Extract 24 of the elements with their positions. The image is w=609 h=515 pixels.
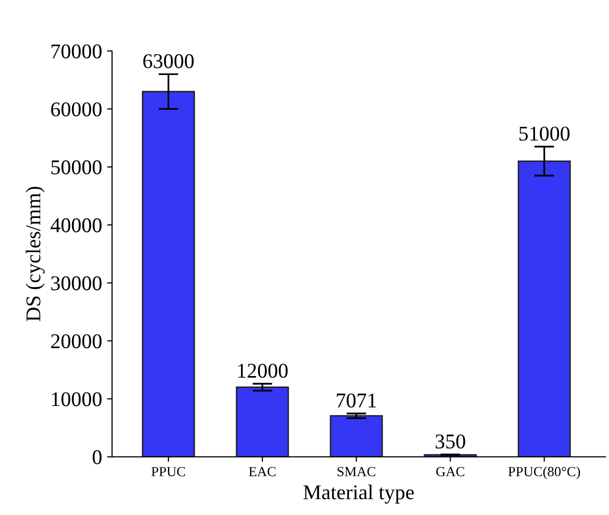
bar: [518, 160, 571, 457]
y-tick-label: 60000: [51, 102, 102, 116]
bar: [236, 386, 289, 457]
y-tick-label: 0: [92, 450, 102, 464]
y-tick-label: 50000: [51, 160, 102, 174]
data-label: 7071: [336, 393, 376, 408]
data-label: 12000: [238, 364, 288, 378]
y-axis-title: DS (cycles/mm): [26, 186, 45, 322]
x-axis-title: Material type: [303, 484, 414, 504]
x-tick-label: GAC: [436, 466, 464, 476]
bar: [330, 415, 383, 457]
y-tick-label: 20000: [51, 334, 102, 348]
data-label: 63000: [143, 54, 194, 68]
y-tick-label: 30000: [51, 276, 102, 290]
x-tick-label: PPUC(80°C): [508, 466, 580, 480]
y-tick-label: 70000: [52, 44, 102, 58]
data-label: 350: [436, 434, 466, 449]
y-tick-label: 40000: [50, 218, 102, 232]
x-tick-label: PPUC: [151, 466, 186, 476]
bar: [142, 90, 195, 457]
x-tick-label: EAC: [248, 466, 276, 476]
x-tick-label: SMAC: [338, 466, 376, 476]
y-tick-label: 10000: [52, 392, 102, 406]
data-label: 51000: [519, 126, 570, 141]
